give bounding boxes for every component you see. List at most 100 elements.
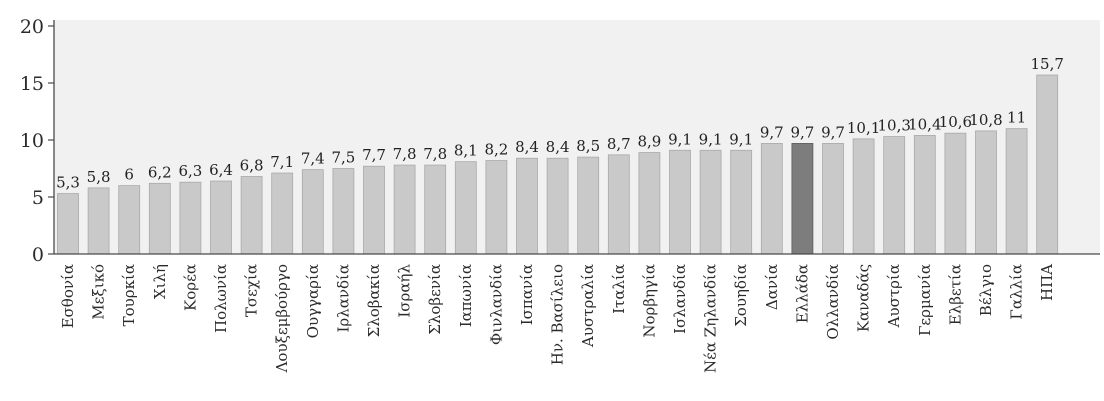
category-label: Ελλάδα bbox=[793, 264, 811, 323]
category-label: Πολωνία bbox=[212, 264, 230, 333]
bar bbox=[271, 172, 294, 255]
category-label: Καναδάς bbox=[855, 264, 873, 332]
data-label: 9,1 bbox=[699, 130, 723, 148]
data-label: 15,7 bbox=[1030, 55, 1063, 73]
data-label: 10,4 bbox=[908, 115, 941, 133]
data-label: 6,4 bbox=[209, 161, 233, 179]
data-label: 9,1 bbox=[668, 130, 692, 148]
bar bbox=[87, 187, 110, 255]
bar bbox=[1036, 74, 1059, 255]
bar bbox=[240, 176, 263, 255]
category-label: Κορέα bbox=[181, 264, 199, 311]
bar bbox=[913, 135, 936, 255]
data-label: 6,8 bbox=[240, 156, 264, 174]
data-label: 8,9 bbox=[637, 133, 661, 151]
bar bbox=[944, 132, 967, 255]
category-label: Ισπανία bbox=[518, 264, 536, 325]
category-label: Εσθονία bbox=[59, 264, 77, 328]
y-tick-label: 20 bbox=[20, 16, 44, 38]
category-label: Νέα Ζηλανδία bbox=[702, 264, 720, 373]
bar bbox=[791, 143, 814, 255]
data-label: 7,5 bbox=[331, 149, 355, 167]
bar bbox=[852, 138, 875, 255]
category-label: Μεξικό bbox=[90, 264, 108, 320]
bar bbox=[516, 157, 538, 255]
bar bbox=[638, 152, 661, 255]
bar bbox=[546, 157, 569, 255]
category-label: Σουηδία bbox=[732, 264, 750, 327]
category-label: ΗΠΑ bbox=[1038, 264, 1056, 301]
bar bbox=[148, 182, 171, 255]
data-label: 11 bbox=[1007, 109, 1026, 127]
data-label: 8,7 bbox=[607, 135, 631, 153]
data-label: 6,3 bbox=[178, 162, 202, 180]
bar bbox=[57, 193, 79, 255]
y-tick-label: 0 bbox=[32, 244, 44, 266]
data-label: 6 bbox=[124, 166, 134, 184]
data-label: 7,1 bbox=[270, 153, 294, 171]
category-label: Ιταλία bbox=[610, 264, 628, 314]
category-label: Λουξεμβούργο bbox=[273, 264, 291, 373]
y-tick-label: 10 bbox=[20, 130, 44, 152]
bar bbox=[363, 165, 385, 255]
data-label: 10,3 bbox=[877, 117, 910, 135]
data-label: 8,5 bbox=[576, 137, 600, 155]
category-label: Αυστρία bbox=[885, 264, 903, 328]
category-label: Χιλή bbox=[151, 264, 169, 299]
data-label: 6,2 bbox=[148, 163, 172, 181]
data-labels: 5,3 5,8 6 6,2 6,3 6,4 6,8 7,1 7,4 7,5 7,7 7,8 7,8 8,1… bbox=[56, 55, 1064, 192]
bar bbox=[607, 154, 630, 255]
bar bbox=[179, 181, 202, 255]
data-label: 5,3 bbox=[56, 174, 80, 192]
data-label: 9,7 bbox=[760, 123, 784, 141]
data-label: 10,6 bbox=[939, 113, 972, 131]
bar bbox=[118, 185, 141, 255]
bar bbox=[730, 149, 753, 255]
category-label: Ιαπωνία bbox=[457, 264, 475, 327]
data-label: 10,1 bbox=[847, 119, 880, 137]
bar bbox=[1005, 128, 1028, 255]
y-tick-label: 5 bbox=[32, 187, 44, 209]
data-label: 7,8 bbox=[423, 145, 447, 163]
data-label: 8,4 bbox=[515, 138, 539, 156]
data-label: 7,4 bbox=[301, 150, 325, 168]
category-label: Βέλγιο bbox=[977, 264, 995, 316]
category-label: Ουγγαρία bbox=[304, 264, 322, 338]
y-axis-ticks: 0 5 10 15 20 bbox=[20, 16, 54, 266]
data-label: 9,1 bbox=[729, 130, 753, 148]
category-label: Ελβετία bbox=[946, 264, 964, 325]
category-label: Φινλανδία bbox=[487, 264, 505, 345]
category-label: Ιρλανδία bbox=[334, 264, 352, 333]
bar bbox=[454, 161, 477, 255]
category-label: Σλοβενία bbox=[426, 264, 444, 335]
bars bbox=[57, 74, 1059, 255]
data-label: 8,1 bbox=[454, 142, 478, 160]
bar bbox=[424, 164, 447, 255]
category-label: Ην. Βασίλειο bbox=[549, 264, 567, 365]
bar bbox=[975, 130, 997, 255]
category-label: Γαλλία bbox=[1008, 264, 1026, 320]
bar bbox=[822, 143, 844, 255]
bar bbox=[577, 156, 600, 255]
bar bbox=[393, 164, 416, 255]
bar bbox=[210, 180, 232, 255]
data-label: 9,7 bbox=[790, 123, 814, 141]
category-label: Δανία bbox=[763, 264, 781, 310]
category-labels: Εσθονία Μεξικό Τουρκία Χιλή Κορέα Πολωνία Τσεχ… bbox=[59, 264, 1056, 374]
category-label: Αυστραλία bbox=[579, 264, 597, 348]
data-label: 7,8 bbox=[393, 145, 417, 163]
category-label: Νορβηγία bbox=[640, 264, 658, 338]
bar bbox=[332, 168, 355, 255]
bar bbox=[669, 149, 691, 255]
data-label: 7,7 bbox=[362, 146, 386, 164]
bar bbox=[301, 169, 324, 255]
category-label: Ισλανδία bbox=[671, 264, 689, 334]
data-label: 10,8 bbox=[969, 111, 1002, 129]
y-tick-label: 15 bbox=[20, 73, 44, 95]
data-label: 5,8 bbox=[87, 168, 111, 186]
bar bbox=[883, 136, 906, 255]
bar bbox=[760, 143, 783, 255]
bar bbox=[699, 149, 722, 255]
data-label: 8,2 bbox=[484, 141, 508, 159]
